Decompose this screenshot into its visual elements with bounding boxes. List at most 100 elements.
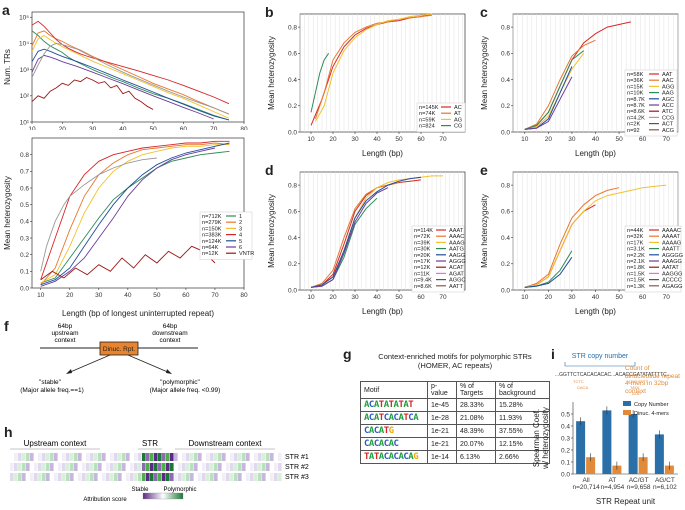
downstream-context-label: 64bp downstream context	[152, 323, 187, 344]
series-line-vntr	[40, 245, 216, 281]
attribution-cell	[174, 453, 178, 461]
legend-label: AATAT	[662, 265, 679, 271]
attribution-cell	[186, 453, 190, 461]
legend-count: n=72K	[414, 234, 431, 240]
y-tick-label: 10¹	[20, 119, 30, 126]
attribution-cell	[106, 473, 110, 481]
attribution-cell	[270, 473, 274, 481]
y-tick-label: 0.1	[20, 269, 29, 276]
x-tick-label: 30	[89, 126, 97, 130]
attribution-cell	[258, 473, 262, 481]
attribution-cell	[18, 473, 22, 481]
legend-count: n=2K	[627, 122, 640, 128]
attribution-cell	[22, 453, 26, 461]
legend-box	[624, 225, 682, 293]
x-tick-label: 10	[307, 294, 315, 301]
y-tick-label: 0.5	[561, 411, 570, 418]
attribution-cell	[86, 453, 90, 461]
legend-count: n=20K	[414, 253, 431, 259]
motif-sequence: ACATCACATCA	[364, 413, 419, 423]
attribution-cell	[150, 463, 154, 471]
panel-label-h: h	[4, 424, 13, 440]
table-row: ACATATATAT 1e-45 28.33% 15.28%	[360, 398, 550, 412]
attribution-cell	[118, 463, 122, 471]
bar-dinuc-4-mers-ac-gt	[638, 457, 648, 474]
attribution-cell	[78, 463, 82, 471]
upstream-context-label: 64bp upstream context	[51, 323, 78, 344]
attribution-cell	[210, 463, 214, 471]
attribution-cell	[214, 453, 218, 461]
x-tick-label: 70	[439, 294, 447, 301]
y-tick-label: 0.1	[561, 459, 570, 466]
attribution-cell	[46, 453, 50, 461]
attribution-cell	[202, 463, 206, 471]
attribution-cell	[98, 473, 102, 481]
series-line-aaaag	[524, 184, 667, 288]
legend-label: AGG	[662, 84, 674, 90]
attribution-cell	[138, 463, 142, 471]
legend-count: n=8.6K	[414, 284, 432, 290]
attribution-cell	[22, 463, 26, 471]
legend-count: n=8.6K	[627, 109, 645, 115]
chart-c: 10 20 30 40 50 60 70 0.0 0.2 0.4 0.6 0.8 Length (bp)…	[480, 13, 679, 158]
attribution-cell	[114, 463, 118, 471]
series-line-6	[31, 54, 214, 120]
y-tick-label: 0.4	[501, 235, 510, 242]
series-line-aaaat	[524, 187, 620, 288]
y-tick-label: 0.0	[501, 129, 510, 136]
attribution-cell	[138, 473, 142, 481]
x-tick-label: 40	[592, 136, 600, 143]
y-tick-label: 0.0	[288, 287, 297, 294]
x-tick-label: 70	[210, 126, 218, 130]
attribution-cell	[62, 463, 66, 471]
attribution-cell	[62, 453, 66, 461]
legend-count: n=17K	[627, 240, 644, 246]
attribution-cell	[178, 463, 182, 471]
y-tick-label: 0.6	[288, 209, 297, 216]
legend-label: VNTR	[239, 251, 254, 257]
attribution-cell	[170, 463, 174, 471]
chart-d: 10 20 30 40 50 60 70 0.0 0.2 0.4 0.6 0.8 Length (bp)…	[267, 171, 466, 316]
attribution-cell	[242, 453, 246, 461]
bar-copy-number-all	[576, 421, 586, 474]
bar-copy-number-ag-ct	[654, 434, 664, 474]
attribution-cell	[266, 463, 270, 471]
attribution-cell	[46, 463, 50, 471]
attribution-cell	[26, 473, 30, 481]
attribution-cell	[30, 453, 34, 461]
legend-label: AAAG	[449, 240, 465, 246]
attribution-cell	[130, 463, 134, 471]
attribution-cell	[98, 453, 102, 461]
attribution-cell	[102, 473, 106, 481]
legend-label: AAGG	[449, 253, 465, 259]
attribution-cell	[118, 453, 122, 461]
series-line-3	[31, 34, 230, 119]
str-row-3-label: STR #3	[285, 474, 309, 481]
attribution-cell	[278, 473, 282, 481]
x-tick-label: 50	[395, 136, 403, 143]
attribution-cell	[86, 473, 90, 481]
panel-g-title-1: Context-enriched motifs for polymorphic …	[378, 352, 532, 361]
y-tick-label: 0.8	[501, 182, 510, 189]
attribution-cell	[70, 463, 74, 471]
table-row: ACATCACATCA 1e-28 21.08% 11.93%	[360, 411, 550, 425]
legend-count: n=12K	[202, 251, 219, 257]
legend-label: AGC	[662, 97, 674, 103]
x-tick-label: 30	[351, 294, 359, 301]
attribution-cell	[222, 463, 226, 471]
legend-count: n=4.2K	[627, 115, 645, 121]
x-axis-label: Length (bp)	[362, 307, 403, 316]
legend-swatch	[623, 401, 631, 406]
chart-a-bottom: 10 20 30 40 50 60 70 80 0.0 0.1 0.2 0.3 0.4 0.5 0.6 0.7…	[3, 137, 254, 318]
attribution-cell	[30, 473, 34, 481]
polymorphic-sub: (Major allele freq. <0.99)	[150, 387, 221, 394]
x-tick-label: 70	[211, 292, 219, 299]
targets-cell: 20.07%	[456, 437, 496, 451]
legend-label: AAAAC	[662, 228, 681, 234]
panel-label-i: i	[551, 346, 555, 362]
legend-count: n=59K	[419, 117, 436, 123]
y-tick-label: 0.0	[20, 285, 29, 292]
attribution-cell	[10, 453, 14, 461]
legend-box	[199, 211, 253, 260]
